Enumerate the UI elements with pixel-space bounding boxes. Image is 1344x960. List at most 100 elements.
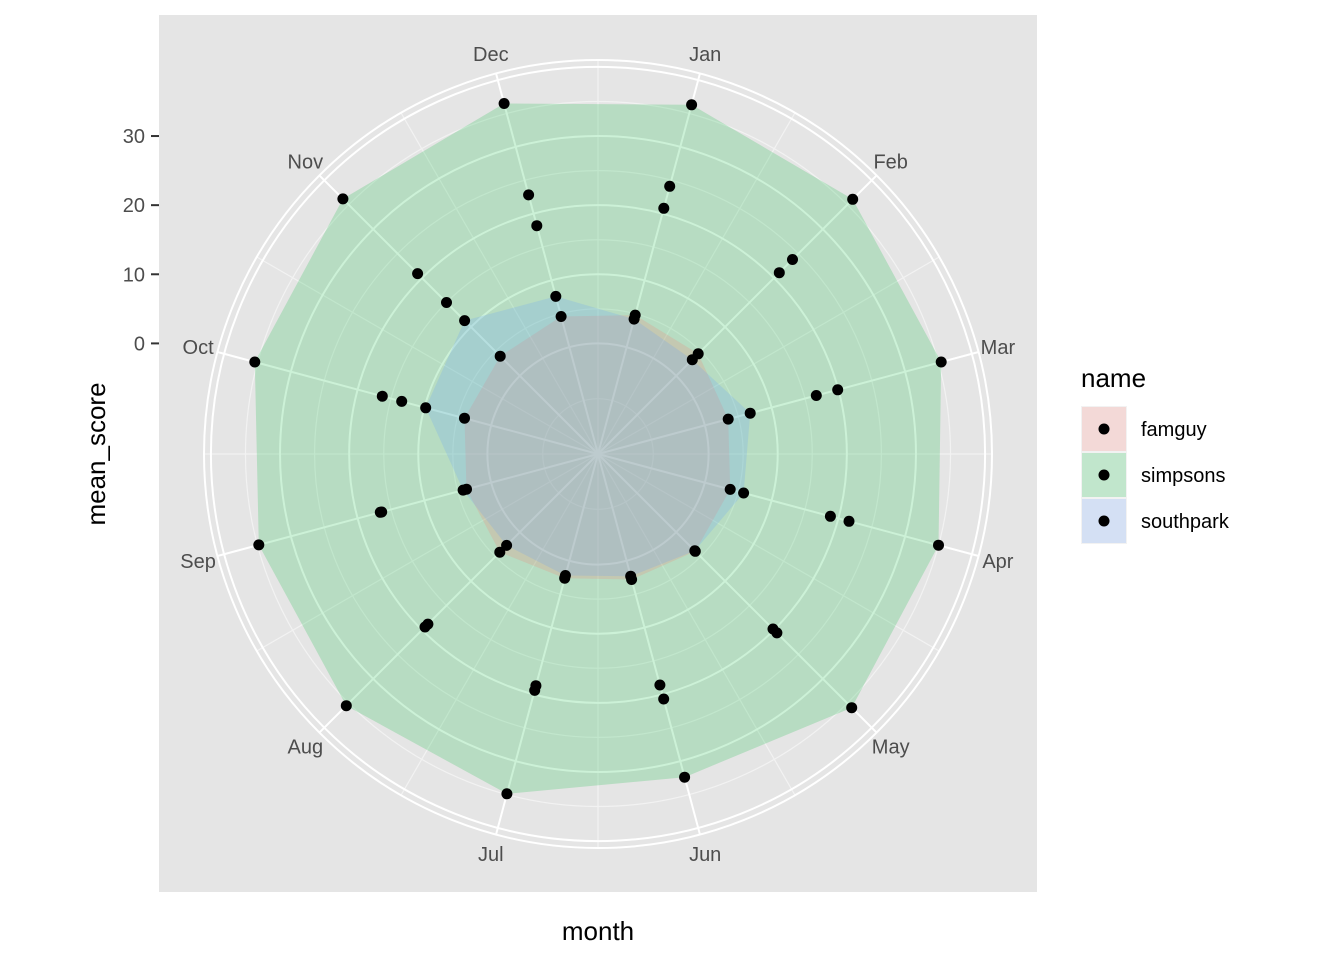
grid-major-circle: [486, 342, 710, 566]
month-label-jan: Jan: [689, 44, 721, 66]
point-famguy-aug: [494, 546, 506, 558]
month-label-may: May: [872, 737, 910, 759]
point-extra1-mar: [832, 384, 844, 396]
point-southpark-aug: [501, 539, 513, 551]
grid-major-spoke: [597, 351, 979, 455]
point-simpsons-aug: [340, 700, 352, 712]
grid-major-spoke: [495, 453, 599, 835]
point-southpark-dec: [550, 290, 562, 302]
point-extra2-apr: [824, 510, 836, 522]
point-simpsons-dec: [498, 98, 510, 109]
data-points: [249, 98, 947, 800]
point-famguy-nov: [494, 350, 506, 362]
grid-minor-spoke: [597, 453, 940, 652]
point-southpark-oct: [420, 402, 432, 414]
polar-grid: [203, 59, 993, 849]
point-famguy-mar: [722, 413, 734, 425]
point-famguy-apr: [724, 483, 736, 495]
month-label-aug: Aug: [288, 737, 324, 759]
point-famguy-dec: [555, 311, 567, 322]
point-simpsons-sep: [253, 539, 265, 551]
grid-major-circle: [209, 65, 987, 843]
grid-major-spoke: [597, 453, 878, 734]
grid-minor-spoke: [256, 256, 599, 455]
grid-major-circle: [417, 273, 779, 635]
month-label-mar: Mar: [981, 337, 1016, 359]
legend-label: simpsons: [1141, 465, 1225, 487]
point-extra2-jan: [664, 180, 676, 192]
point-extra1-feb: [773, 267, 785, 279]
y-tick-label: 20: [123, 195, 145, 217]
point-southpark-sep: [457, 484, 469, 496]
point-extra2-feb: [787, 254, 798, 265]
point-southpark-feb: [686, 354, 698, 366]
point-extra2-nov: [412, 268, 424, 280]
grid-major-circle: [348, 204, 848, 704]
point-extra1-nov: [441, 297, 452, 308]
y-axis: 0 10 20 30: [123, 126, 159, 355]
month-label-jun: Jun: [689, 844, 721, 866]
y-axis-title: mean_score: [81, 382, 111, 525]
point-southpark-mar: [744, 407, 756, 419]
point-southpark-apr: [738, 487, 750, 499]
point-southpark-jul: [559, 570, 571, 581]
month-label-dec: Dec: [473, 44, 509, 66]
legend-key-point: [1098, 469, 1110, 481]
point-southpark-jun: [625, 570, 637, 582]
grid-major-spoke: [495, 73, 599, 455]
point-simpsons-feb: [847, 193, 859, 205]
point-extra2-dec: [523, 189, 535, 201]
point-extra2-may: [771, 627, 783, 639]
grid-major-spoke: [597, 174, 878, 455]
grid-major-circle: [279, 135, 917, 773]
point-extra1-jan: [658, 202, 670, 214]
point-extra2-jul: [529, 684, 541, 696]
month-label-nov: Nov: [288, 151, 324, 173]
month-label-sep: Sep: [180, 551, 216, 573]
point-simpsons-mar: [935, 356, 947, 368]
month-label-oct: Oct: [183, 337, 215, 359]
point-extra2-jun: [658, 693, 670, 705]
legend-label: famguy: [1141, 419, 1207, 441]
point-famguy-oct: [459, 412, 470, 424]
legend-key-point: [1098, 423, 1110, 435]
point-extra1-oct: [396, 395, 408, 407]
grid-minor-spoke: [400, 112, 599, 455]
grid-major-spoke: [318, 174, 599, 455]
legend-item-famguy: famguy: [1081, 406, 1207, 452]
grid-major-spoke: [597, 73, 701, 455]
point-extra2-sep: [376, 506, 388, 518]
legend-item-simpsons: simpsons: [1081, 452, 1225, 498]
point-southpark-nov: [459, 315, 471, 327]
grid-major-spoke: [318, 453, 599, 734]
grid-minor-spoke: [597, 453, 796, 796]
point-southpark-jan: [628, 313, 640, 325]
month-label-jul: Jul: [478, 844, 504, 866]
x-axis-title: month: [562, 916, 634, 946]
grid-major-spoke: [217, 351, 599, 455]
month-label-apr: Apr: [982, 551, 1013, 573]
point-southpark-may: [689, 545, 701, 557]
y-tick-label: 10: [123, 264, 145, 286]
grid-outer-circle: [203, 59, 993, 849]
point-extra2-aug: [419, 621, 431, 633]
month-labels: Jan Feb Mar Apr May Jun Jul Aug Sep Oct Nov Dec: [180, 44, 1015, 866]
legend-key-point: [1098, 515, 1110, 527]
series-areas: [254, 103, 942, 794]
grid-minor-spoke: [597, 256, 940, 455]
grid-minor-spoke: [597, 112, 796, 455]
point-extra2-oct: [376, 390, 388, 402]
point-simpsons-jan: [686, 99, 698, 111]
point-simpsons-apr: [933, 539, 944, 551]
point-simpsons-may: [846, 702, 858, 714]
point-simpsons-oct: [249, 356, 261, 368]
point-simpsons-jun: [679, 771, 691, 783]
legend-title: name: [1081, 363, 1146, 393]
grid-minor-spoke: [400, 453, 599, 796]
point-extra1-dec: [531, 220, 543, 232]
point-extra1-jun: [654, 679, 666, 691]
legend-label: southpark: [1141, 511, 1230, 533]
grid-major-spoke: [217, 453, 599, 557]
point-extra2-mar: [810, 390, 822, 401]
